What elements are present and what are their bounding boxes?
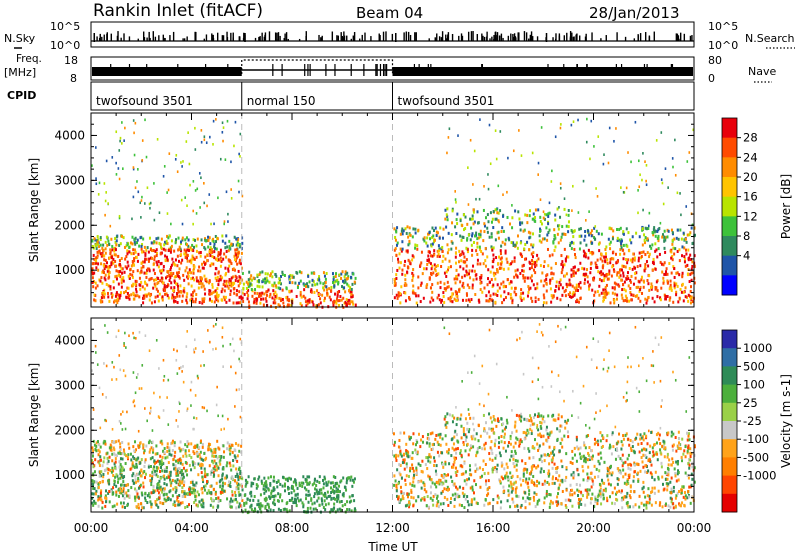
colorbar-label: Power [dB] <box>779 174 793 239</box>
colorbar-tick-label: -500 <box>743 450 769 464</box>
colorbar-swatch <box>722 118 737 139</box>
colorbar-swatch <box>722 421 737 440</box>
colorbar-swatch <box>722 402 737 422</box>
freq-tick-bottom: 8 <box>70 72 77 85</box>
nave-trace <box>241 59 394 74</box>
x-tick-label: 12:00 <box>375 521 410 535</box>
cpid-segment-label: twofsound 3501 <box>398 94 495 108</box>
colorbar-swatch <box>722 236 737 257</box>
y-tick-label: 4000 <box>54 128 85 142</box>
colorbar-tick-label: 100 <box>743 378 765 392</box>
y-tick-label: 3000 <box>54 378 85 392</box>
y-tick-label: 1000 <box>54 263 85 277</box>
nsearch-label: N.Search <box>745 32 795 45</box>
power-panel: 1000 2000 3000 4000 Slant Range [km] 28 24 20 16… <box>27 112 793 309</box>
x-axis-label: Time UT <box>367 540 418 554</box>
x-tick-label: 08:00 <box>275 521 310 535</box>
colorbar-swatch <box>722 493 737 513</box>
y-axis-label: Slant Range [km] <box>27 158 41 262</box>
colorbar: 28 24 20 16 12 8 4 Power [dB] <box>721 117 793 296</box>
colorbar-tick-label: 4 <box>743 249 750 263</box>
colorbar-tick-label: 28 <box>743 131 758 145</box>
colorbar-tick-label: 16 <box>743 190 758 204</box>
nsky-label: N.Sky <box>4 32 36 45</box>
nsky-tick-bottom: 10^0 <box>50 39 80 52</box>
colorbar-tick-label: 8 <box>743 229 750 243</box>
colorbar-swatch <box>722 330 737 349</box>
freq-panel <box>90 56 695 81</box>
beam-label: Beam 04 <box>356 4 423 22</box>
freq-band-2 <box>392 67 693 76</box>
nave-tick-bottom: 0 <box>708 72 715 85</box>
colorbar-tick-label: 25 <box>743 396 758 410</box>
colorbar-tick-label: 20 <box>743 170 758 184</box>
colorbar-swatch <box>722 457 737 477</box>
nsearch-tick-bottom: 10^0 <box>708 39 738 52</box>
freq-band-1 <box>92 67 242 76</box>
y-tick-label: 1000 <box>54 468 85 482</box>
freq-trace <box>92 59 693 76</box>
nsky-trace <box>91 31 694 42</box>
colorbar-swatch <box>722 439 737 458</box>
colorbar-tick-label: 1000 <box>743 341 772 355</box>
freq-label: Freq. <box>16 53 42 65</box>
cpid-label: CPID <box>7 89 36 102</box>
nave-tick-top: 80 <box>708 54 722 67</box>
y-tick-label: 2000 <box>54 423 85 437</box>
colorbar-tick-label: 12 <box>743 209 758 223</box>
date-label: 28/Jan/2013 <box>589 4 680 22</box>
x-tick-label: 00:00 <box>74 521 109 535</box>
colorbar-label: Velocity [m s-1] <box>779 374 793 468</box>
x-tick-label: 00:00 <box>677 521 712 535</box>
station-title: Rankin Inlet (fitACF) <box>93 1 263 21</box>
colorbar-swatch <box>722 366 737 386</box>
colorbar-tick-label: -100 <box>743 432 769 446</box>
colorbar-swatch <box>722 475 737 495</box>
freq-unit-label: [MHz] <box>4 66 36 79</box>
colorbar-tick-label: -1000 <box>743 469 776 483</box>
echo-field <box>91 323 696 515</box>
y-tick-label: 3000 <box>54 173 85 187</box>
cpid-segment-label: twofsound 3501 <box>96 94 193 108</box>
colorbar-swatch <box>722 177 737 198</box>
cpid-segment-label: normal 150 <box>247 94 316 108</box>
x-tick-label: 20:00 <box>576 521 611 535</box>
nsky-tick-top: 10^5 <box>50 20 80 33</box>
colorbar-swatch <box>722 216 737 237</box>
cpid-segments: twofsound 3501 normal 150 twofsound 3501 <box>96 82 494 110</box>
y-tick-label: 4000 <box>54 333 85 347</box>
y-axis-label: Slant Range [km] <box>27 363 41 467</box>
freq-tick-top: 18 <box>64 54 78 67</box>
colorbar-swatch <box>722 137 737 158</box>
colorbar-swatch <box>722 348 737 367</box>
colorbar-swatch <box>722 275 737 296</box>
x-tick-label: 16:00 <box>476 521 511 535</box>
colorbar-tick-label: 500 <box>743 359 765 373</box>
nsearch-tick-top: 10^5 <box>708 20 738 33</box>
colorbar-swatch <box>722 196 737 217</box>
nsky-panel <box>90 21 695 48</box>
echo-field <box>91 117 696 309</box>
y-tick-label: 2000 <box>54 218 85 232</box>
colorbar-swatch <box>722 157 737 178</box>
colorbar-tick-label: 24 <box>743 150 758 164</box>
nave-label: Nave <box>748 65 776 78</box>
colorbar-tick-label: -25 <box>743 414 762 428</box>
colorbar-swatch <box>722 384 737 404</box>
x-tick-label: 04:00 <box>174 521 209 535</box>
colorbar-swatch <box>722 255 737 276</box>
